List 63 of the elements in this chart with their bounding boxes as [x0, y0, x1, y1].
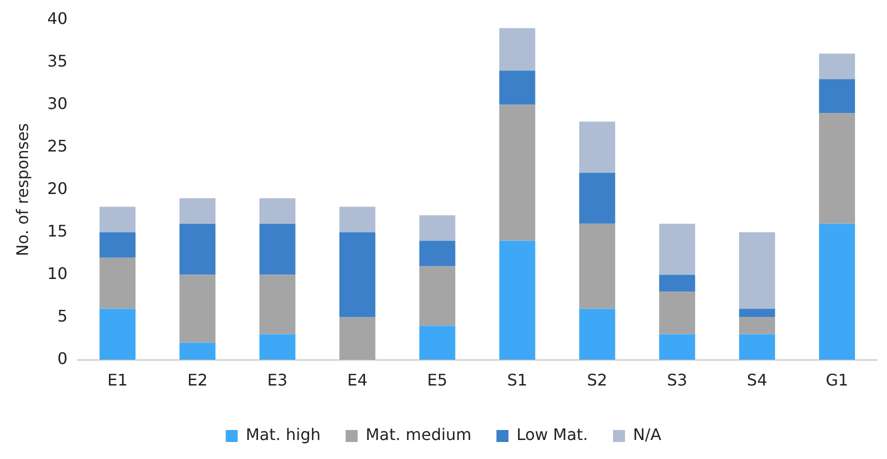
x-tick-label: S3: [666, 370, 688, 390]
x-tick-label: E1: [107, 370, 128, 390]
bar: [739, 334, 776, 360]
y-tick-label: 20: [47, 178, 68, 198]
bar: [499, 28, 536, 71]
bar: [100, 206, 136, 232]
bar: [659, 334, 696, 360]
bar: [419, 240, 456, 266]
bar: [100, 232, 136, 258]
bar: [100, 308, 136, 360]
y-axis-title: No. of responses: [12, 123, 32, 256]
bar: [579, 224, 616, 309]
bar: [499, 104, 536, 241]
y-tick-label: 40: [47, 8, 68, 28]
bar: [739, 308, 776, 318]
y-tick-label: 10: [47, 264, 68, 283]
y-tick-label: 25: [47, 136, 68, 156]
bar: [100, 258, 136, 309]
bar: [819, 54, 856, 80]
bar: [259, 224, 296, 275]
x-tick-label: E5: [427, 370, 448, 390]
bar: [179, 224, 216, 275]
bar: [659, 224, 696, 275]
bar: [419, 266, 456, 326]
legend-label: N/A: [633, 425, 662, 444]
bar: [179, 342, 216, 360]
x-tick-label: S1: [507, 370, 528, 390]
bar: [659, 292, 696, 334]
bar: [499, 240, 536, 360]
bar: [419, 326, 456, 360]
bar: [819, 79, 856, 114]
bar: [739, 317, 776, 334]
x-tick-label: E3: [267, 370, 288, 390]
bar: [259, 198, 296, 224]
bar: [339, 317, 376, 360]
legend-label: Mat. high: [246, 425, 321, 444]
bar: [579, 122, 616, 173]
bar: [339, 232, 376, 318]
y-tick-label: 15: [47, 221, 68, 240]
bar: [819, 113, 856, 224]
bar: [499, 70, 536, 105]
bar: [179, 198, 216, 224]
bar: [339, 206, 376, 232]
bar: [259, 334, 296, 360]
x-tick-label: E4: [347, 370, 368, 390]
bar: [659, 274, 696, 292]
x-tick-label: E2: [187, 370, 208, 390]
x-tick-label: S2: [587, 370, 608, 390]
y-tick-label: 30: [47, 94, 68, 113]
bar: [579, 308, 616, 360]
y-tick-label: 5: [57, 306, 68, 326]
bar: [179, 274, 216, 343]
y-tick-label: 0: [57, 348, 68, 368]
bar: [579, 172, 616, 224]
x-tick-label: G1: [826, 370, 848, 390]
x-tick-label: S4: [746, 370, 768, 390]
bar: [739, 232, 776, 309]
y-tick-label: 35: [47, 51, 68, 70]
bar: [259, 274, 296, 334]
bar: [819, 224, 856, 360]
bar: [419, 215, 456, 241]
legend-label: Low Mat.: [516, 425, 588, 444]
legend-label: Mat. medium: [366, 425, 472, 444]
